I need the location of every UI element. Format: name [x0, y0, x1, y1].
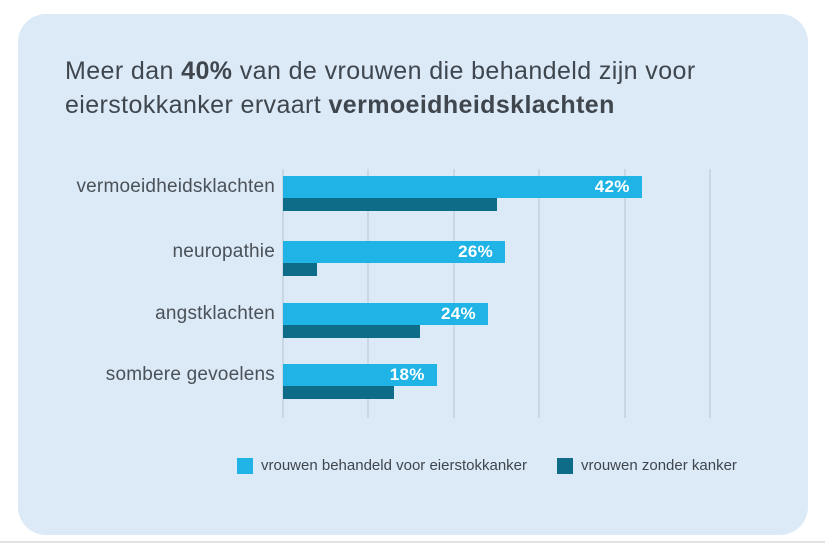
title-text: eierstokkanker ervaart: [65, 91, 329, 119]
legend: vrouwen behandeld voor eierstokkanker vr…: [237, 457, 737, 474]
category-label: vermoeidheidsklachten: [76, 176, 275, 197]
legend-item-treated: vrouwen behandeld voor eierstokkanker: [237, 457, 527, 474]
bar-treated: 26%: [283, 241, 506, 263]
title-line1: Meer dan 40% van de vrouwen die behandel…: [65, 57, 696, 85]
category-label: sombere gevoelens: [105, 364, 275, 385]
infographic-card: Meer dan 40% van de vrouwen die behandel…: [18, 14, 808, 535]
bar-value-label: 18%: [389, 365, 425, 384]
title-line2: eierstokkanker ervaart vermoeidheidsklac…: [65, 91, 615, 119]
gridline: [623, 169, 626, 418]
bar-control: [283, 386, 395, 399]
legend-label-treated: vrouwen behandeld voor eierstokkanker: [261, 457, 527, 474]
legend-label-control: vrouwen zonder kanker: [581, 457, 737, 474]
legend-item-control: vrouwen zonder kanker: [557, 457, 737, 474]
gridline: [452, 169, 455, 418]
category-label: angstklachten: [155, 303, 275, 324]
gridline: [538, 169, 541, 418]
category-label: neuropathie: [172, 241, 275, 262]
bar-treated: 24%: [283, 303, 488, 325]
title-bold-percentage: 40%: [181, 57, 233, 85]
chart-title: Meer dan 40% van de vrouwen die behandel…: [65, 54, 696, 122]
title-text: van de vrouwen die behandeld zijn voor: [232, 57, 696, 85]
bar-value-label: 42%: [594, 177, 630, 196]
legend-swatch-control: [557, 457, 573, 474]
gridline: [367, 169, 370, 418]
title-text: Meer dan: [65, 57, 182, 85]
gridline: [709, 169, 711, 418]
gridline: [282, 169, 284, 418]
bar-treated: 18%: [283, 364, 437, 386]
bar-control: [283, 325, 420, 338]
bar-control: [283, 263, 318, 276]
bar-value-label: 26%: [458, 242, 494, 261]
page-edge-shadow: [0, 541, 825, 543]
bar-value-label: 24%: [441, 304, 476, 323]
legend-swatch-treated: [237, 457, 253, 474]
bar-treated: 42%: [283, 176, 642, 198]
bar-control: [283, 198, 497, 211]
plot-area: 42% 26% 24% 18%: [282, 169, 711, 418]
title-bold-keyword: vermoeidheidsklachten: [328, 91, 615, 119]
